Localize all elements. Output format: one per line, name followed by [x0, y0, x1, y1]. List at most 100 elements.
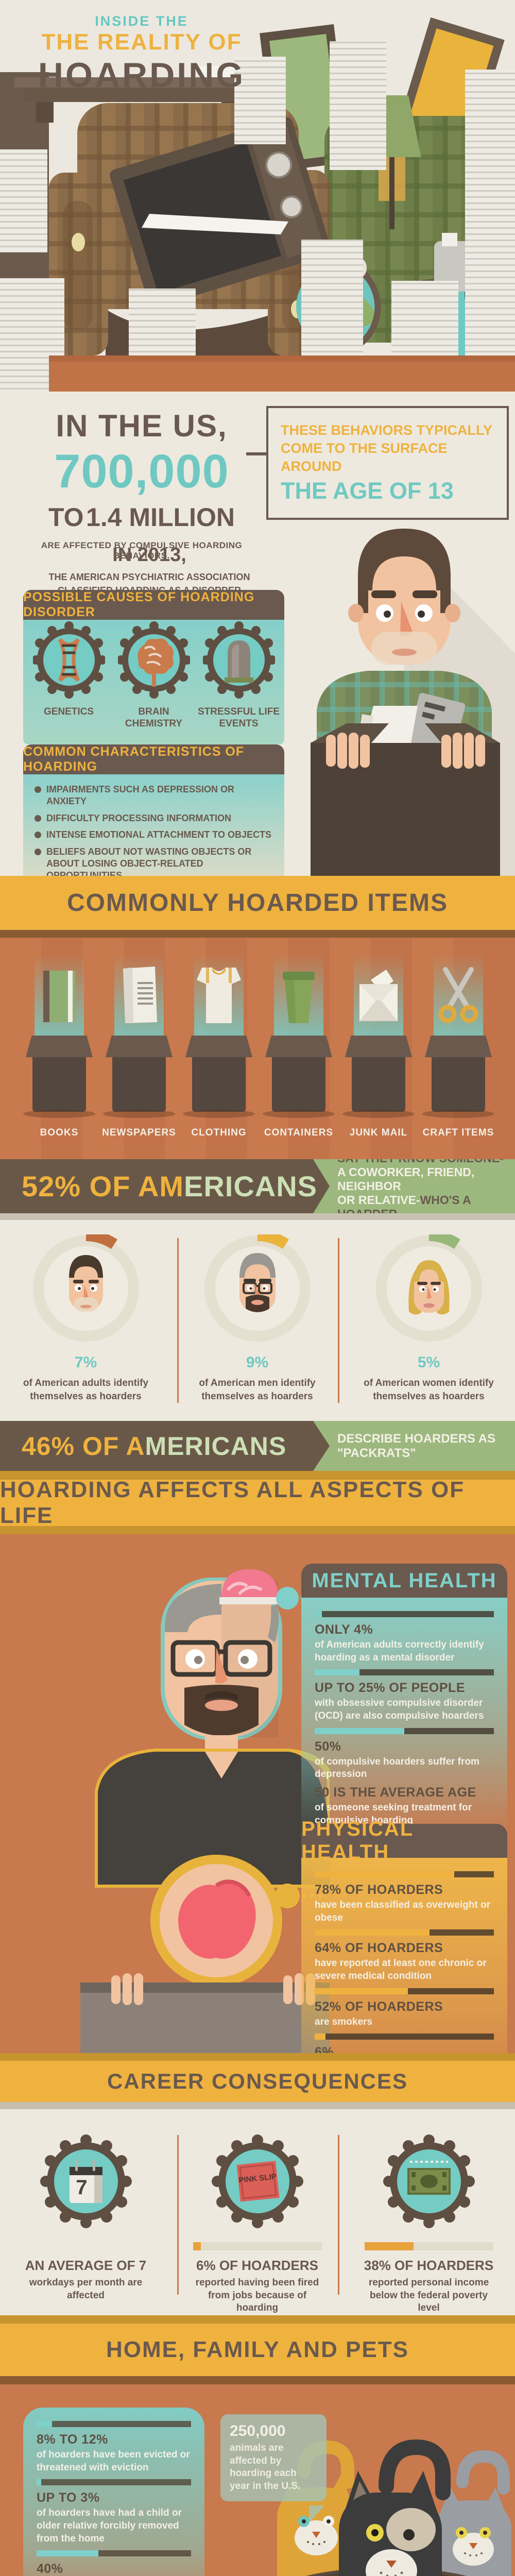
home-title: HOME, FAMILY AND PETS — [106, 2337, 409, 2362]
container-icon — [283, 972, 315, 1023]
physical-health-header: PHYSICAL HEALTH — [301, 1818, 507, 1863]
career-workdays: 7 AN AVERAGE OF 7 workdays per month are… — [0, 2130, 171, 2302]
tshirt-icon — [197, 968, 241, 1023]
pedestal-shadow — [103, 1110, 175, 1118]
pets-section: 8% TO 12% of hoarders have been evicted … — [0, 2384, 515, 2576]
hoarded-items-section: BOOKS NEWSPAPERS — [0, 938, 515, 1159]
characteristics-panel-body: IMPAIRMENTS SUCH AS DEPRESSION OR ANXIET… — [23, 774, 284, 876]
progress-bar — [315, 1727, 494, 1734]
stat-heading: 78% OF HOARDERS — [315, 1883, 443, 1897]
mental-health-card: MENTAL HEALTH ONLY 4% of American adults… — [301, 1564, 507, 1837]
older-man-portrait — [203, 1230, 312, 1343]
header-kicker: INSIDE THE — [95, 13, 188, 29]
hands — [326, 733, 485, 769]
header-title-line3: HOARDING — [38, 56, 246, 95]
divider-strip — [0, 1526, 515, 1534]
us-stat-block: IN THE US, 700,000 TO 1.4 MILLION ARE AF… — [36, 408, 247, 561]
career-fired: PINK SLIP 6% OF HOARDERS reported having… — [171, 2130, 343, 2315]
affects-title: HOARDING AFFECTS ALL ASPECTS OF LIFE — [0, 1480, 465, 1526]
mental-health-title: MENTAL HEALTH — [312, 1569, 497, 1592]
packrats-left: 46% OF AMERICANS — [0, 1421, 330, 1471]
progress-fill — [315, 1727, 404, 1734]
pedestal-shadow — [263, 1110, 335, 1118]
callout-line1: THESE BEHAVIORS TYPICALLY — [281, 422, 493, 438]
causes-panel-body: GENETICS BRAIN — [23, 620, 284, 744]
connector-line — [246, 452, 268, 455]
physical-health-card: PHYSICAL HEALTH 78% OF HOARDERS have bee… — [301, 1818, 507, 2053]
identify-section: 7% of American adults identify themselve… — [0, 1220, 515, 1421]
stat-to: TO — [48, 503, 84, 532]
packrats-line2: "PACKRATS" — [337, 1446, 416, 1460]
stat-body: of hoarders have been evicted or threate… — [37, 2449, 190, 2473]
pedestal — [26, 1036, 93, 1057]
loose-papers-illustration — [142, 214, 288, 234]
stat-body: are smokers — [315, 2016, 372, 2027]
career-heading: AN AVERAGE OF 7 — [25, 2258, 147, 2273]
characteristic-item: DIFFICULTY PROCESSING INFORMATION — [35, 812, 276, 824]
packrats-line1: DESCRIBE HOARDERS AS — [337, 1431, 496, 1446]
physical-health-body: 78% OF HOARDERS have been classified as … — [301, 1858, 507, 2053]
progress-fill — [315, 1871, 455, 1877]
brain-connector-dot — [276, 1587, 299, 1609]
career-title: CAREER CONSEQUENCES — [107, 2069, 408, 2093]
divider-strip — [0, 930, 515, 938]
stat-body: with obsessive compulsive disorder (OCD)… — [315, 1698, 484, 1722]
calendar-icon — [40, 2134, 132, 2228]
progress-fill — [315, 2033, 325, 2040]
cats-illustration — [277, 2439, 511, 2576]
characteristic-item: BELIEFS ABOUT NOT WASTING OBJECTS OR ABO… — [35, 846, 276, 876]
pedestal-base — [352, 1057, 405, 1112]
money-icon — [383, 2134, 475, 2228]
envelope-icon — [359, 970, 398, 1021]
adult-man-portrait — [32, 1230, 140, 1343]
stat-heading: ONLY 4% — [315, 1622, 373, 1637]
mental-health-body: ONLY 4% of American adults correctly ide… — [301, 1598, 507, 1837]
bullet-icon — [35, 848, 41, 855]
dna-icon — [31, 621, 107, 699]
progress-fill — [315, 1929, 430, 1936]
stat-heading: 52% OF HOARDERS — [315, 1999, 443, 2014]
cause-brain-chemistry: BRAIN CHEMISTRY — [113, 620, 195, 744]
divider-strip — [0, 2053, 515, 2061]
know-someone-line1: SAY THEY KNOW SOMEONE- — [337, 1159, 512, 1165]
calendar-number: 7 — [76, 2176, 88, 2199]
affects-banner: HOARDING AFFECTS ALL ASPECTS OF LIFE — [0, 1480, 515, 1526]
header-section: INSIDE THE THE REALITY OF HOARDING — [0, 0, 515, 392]
stat-body: of someone seeking treatment for compuls… — [315, 1802, 472, 1826]
anatomy-man-illustration — [80, 1569, 330, 2053]
stat-heading: 50% — [315, 1739, 341, 1754]
callout-line2: COME TO THE SURFACE AROUND — [281, 440, 448, 474]
column-divider — [177, 1238, 179, 1403]
animals-bubble: 250,000 animals are affected by hoarding… — [220, 2414, 327, 2501]
home-banner: HOME, FAMILY AND PETS — [0, 2324, 515, 2376]
pedestal — [106, 1036, 173, 1057]
divider-strip — [0, 1471, 515, 1480]
stat-body: have been classified as overweight or ob… — [315, 1900, 491, 1923]
identify-women: 5% of American women identify themselves… — [343, 1230, 514, 1403]
gray-cat — [435, 2450, 511, 2576]
bubble-number: 250,000 — [230, 2422, 286, 2439]
in-2013-heading: IN 2013, — [112, 544, 186, 566]
progress-fill — [315, 1611, 322, 1617]
progress-bar — [37, 2550, 191, 2557]
progress-fill — [315, 1669, 359, 1676]
stat-body: of compulsive hoarders suffer from depre… — [315, 1756, 479, 1780]
bubble-body: animals are affected by hoarding each ye… — [230, 2443, 301, 2492]
pink-slip-icon — [211, 2134, 303, 2228]
career-caption: reported having been fired from jobs bec… — [195, 2277, 319, 2314]
characteristics-panel: COMMON CHARACTERISTICS OF HOARDING IMPAI… — [23, 744, 284, 876]
cause-label: GENETICS — [43, 706, 94, 717]
progress-fill — [37, 2421, 52, 2427]
progress-fill — [193, 2242, 201, 2250]
bullet-icon — [35, 832, 41, 839]
identify-percent: 5% — [417, 1354, 440, 1371]
causes-title: POSSIBLE CAUSES OF HOARDING DISORDER — [23, 590, 255, 619]
stat-line1: IN THE US, — [56, 409, 228, 443]
identify-adults: 7% of American adults identify themselve… — [0, 1230, 171, 1403]
adult-man-avatar — [32, 1230, 139, 1342]
know-someone-left: 52% OF AMERICANS — [0, 1159, 330, 1213]
characteristic-item: INTENSE EMOTIONAL ATTACHMENT TO OBJECTS — [35, 829, 276, 841]
stat-heading: UP TO 3% — [37, 2490, 100, 2505]
hoarder-man-illustration — [311, 529, 515, 876]
stat-heading: 50 IS THE AVERAGE AGE — [315, 1785, 476, 1800]
